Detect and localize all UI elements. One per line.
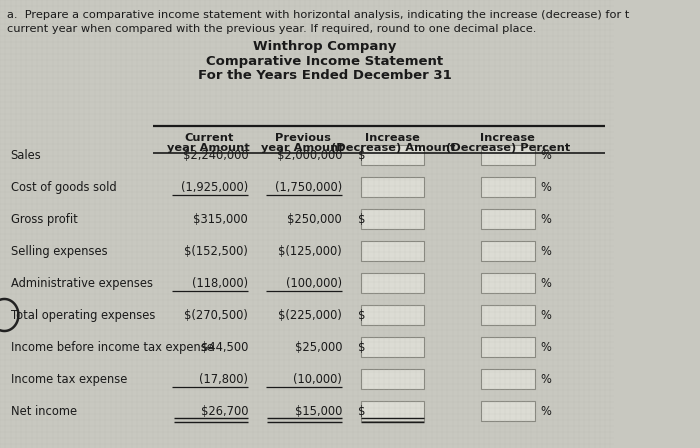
Text: Winthrop Company: Winthrop Company [253,40,396,53]
Text: $26,700: $26,700 [201,405,248,418]
Text: $: $ [358,212,365,225]
Bar [361,177,424,197]
Text: %: % [540,340,551,353]
Text: Cost of goods sold: Cost of goods sold [10,181,116,194]
Bar [361,209,424,229]
Bar [481,177,535,197]
Bar [361,273,424,293]
Text: $2,240,000: $2,240,000 [183,148,248,161]
Bar [361,241,424,261]
Text: %: % [540,372,551,385]
Text: $: $ [358,148,365,161]
Text: (10,000): (10,000) [293,372,342,385]
Text: $2,000,000: $2,000,000 [276,148,342,161]
Text: $315,000: $315,000 [193,212,248,225]
Text: a.  Prepare a comparative income statement with horizontal analysis, indicating : a. Prepare a comparative income statemen… [7,10,629,20]
Text: Increase: Increase [365,133,420,143]
Text: current year when compared with the previous year. If required, round to one dec: current year when compared with the prev… [7,24,536,34]
Text: $15,000: $15,000 [295,405,342,418]
Text: (17,800): (17,800) [199,372,248,385]
Text: $: $ [358,340,365,353]
Text: Total operating expenses: Total operating expenses [10,309,155,322]
Text: $(152,500): $(152,500) [184,245,248,258]
Text: year Amount: year Amount [261,143,344,153]
Text: Sales: Sales [10,148,41,161]
Text: Administrative expenses: Administrative expenses [10,276,153,289]
Text: Current: Current [184,133,233,143]
Bar [481,273,535,293]
Text: $25,000: $25,000 [295,340,342,353]
Text: Income tax expense: Income tax expense [10,372,127,385]
Bar [361,401,424,421]
Bar [481,305,535,325]
Text: $: $ [358,309,365,322]
Text: $(125,000): $(125,000) [279,245,342,258]
Text: $44,500: $44,500 [201,340,248,353]
Text: %: % [540,405,551,418]
Text: For the Years Ended December 31: For the Years Ended December 31 [197,69,452,82]
Text: Net income: Net income [10,405,76,418]
Text: (1,925,000): (1,925,000) [181,181,248,194]
Text: Previous: Previous [274,133,330,143]
Bar [481,337,535,357]
Bar [361,369,424,389]
Bar [481,369,535,389]
Text: (1,750,000): (1,750,000) [275,181,342,194]
Text: (Decrease) Percent: (Decrease) Percent [446,143,570,153]
Text: (100,000): (100,000) [286,276,342,289]
Text: %: % [540,148,551,161]
Bar [481,145,535,165]
Text: $(225,000): $(225,000) [278,309,342,322]
Text: (118,000): (118,000) [192,276,248,289]
Text: %: % [540,309,551,322]
Text: %: % [540,276,551,289]
Bar [361,145,424,165]
Bar [361,305,424,325]
Text: %: % [540,245,551,258]
Bar [361,337,424,357]
Bar [481,241,535,261]
Text: $(270,500): $(270,500) [184,309,248,322]
Bar [481,401,535,421]
Text: Comparative Income Statement: Comparative Income Statement [206,55,443,68]
Text: Selling expenses: Selling expenses [10,245,107,258]
Text: year Amount: year Amount [167,143,250,153]
Text: %: % [540,212,551,225]
Text: $250,000: $250,000 [287,212,342,225]
Text: (Decrease) Amount: (Decrease) Amount [330,143,455,153]
Text: %: % [540,181,551,194]
Text: $: $ [358,405,365,418]
Bar [481,209,535,229]
Text: Increase: Increase [480,133,536,143]
Text: Income before income tax expense: Income before income tax expense [10,340,214,353]
Text: Gross profit: Gross profit [10,212,77,225]
